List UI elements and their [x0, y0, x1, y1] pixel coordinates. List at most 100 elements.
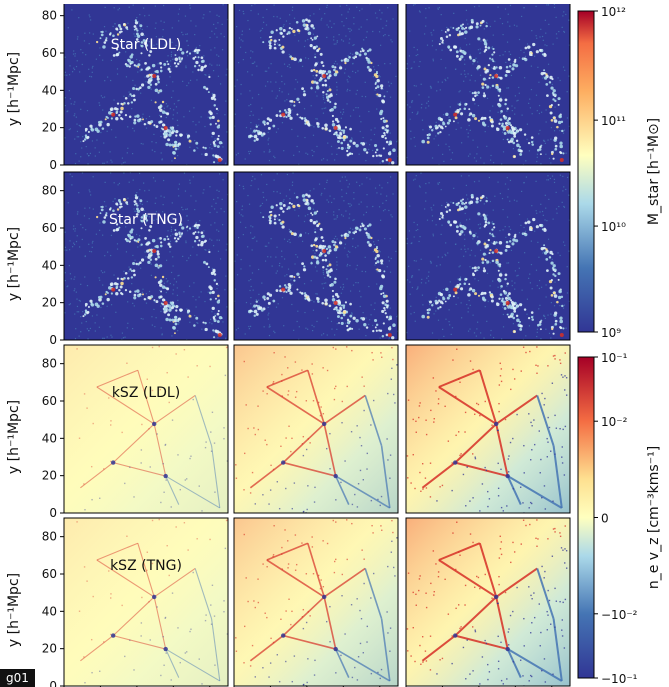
star-speckle [553, 130, 556, 132]
galaxy-point [136, 29, 139, 32]
galaxy-point [167, 129, 172, 133]
ksz-speckle [472, 453, 474, 455]
star-speckle [276, 43, 279, 45]
star-speckle [406, 238, 408, 240]
star-speckle [213, 23, 215, 26]
ksz-speckle [455, 607, 457, 610]
star-speckle [386, 195, 388, 197]
star-speckle [169, 240, 172, 242]
star-speckle [110, 172, 112, 174]
star-speckle [284, 275, 286, 277]
star-speckle [561, 26, 563, 28]
ksz-speckle [565, 394, 568, 396]
star-speckle [78, 17, 80, 19]
star-speckle [144, 251, 146, 253]
galaxy-point [275, 289, 279, 292]
galaxy-point [295, 195, 299, 199]
star-speckle [193, 107, 195, 109]
star-speckle [357, 70, 359, 72]
ksz-speckle [110, 420, 112, 422]
ksz-speckle [387, 459, 389, 461]
star-speckle [84, 207, 86, 209]
galaxy-point [473, 266, 477, 270]
cluster-peak [163, 301, 168, 306]
galaxy-point [130, 53, 134, 57]
star-speckle [307, 38, 309, 41]
galaxy-point [467, 293, 471, 297]
star-speckle [489, 285, 491, 287]
ksz-speckle [226, 519, 228, 521]
galaxy-point [559, 316, 563, 320]
star-speckle [441, 224, 443, 226]
ksz-cluster [333, 646, 338, 652]
ksz-speckle [164, 617, 166, 619]
ksz-speckle [559, 362, 562, 365]
ksz-filament [495, 394, 538, 425]
star-speckle [327, 317, 329, 319]
ksz-speckle [559, 532, 561, 534]
galaxy-point [368, 68, 372, 72]
star-speckle [437, 319, 440, 321]
star-speckle [509, 179, 512, 182]
star-speckle [207, 291, 209, 293]
galaxy-point [319, 52, 323, 56]
star-speckle [517, 99, 519, 102]
ksz-speckle [479, 683, 481, 685]
star-speckle [425, 182, 427, 185]
star-speckle [153, 248, 155, 250]
ksz-speckle [477, 576, 480, 579]
ksz-speckle [392, 566, 395, 569]
ksz-filament [307, 369, 325, 425]
ksz-speckle [196, 538, 198, 540]
ksz-filament [478, 369, 498, 425]
star-speckle [89, 16, 91, 18]
ksz-filament [552, 445, 563, 509]
star-speckle [211, 311, 213, 313]
star-speckle [417, 287, 419, 289]
star-speckle [507, 138, 510, 140]
star-speckle [209, 238, 211, 240]
ksz-speckle [452, 532, 454, 534]
star-speckle [485, 21, 488, 24]
galaxy-point [116, 102, 120, 105]
star-speckle [139, 70, 141, 72]
ksz-speckle [210, 450, 213, 452]
galaxy-point [161, 285, 166, 289]
star-speckle [250, 184, 252, 187]
star-speckle [411, 275, 414, 277]
star-speckle [499, 17, 501, 20]
star-speckle [382, 35, 385, 37]
star-speckle [395, 250, 397, 253]
ksz-speckle [551, 382, 554, 384]
ksz-speckle [309, 615, 311, 617]
ksz-speckle [530, 632, 532, 634]
ksz-speckle [285, 437, 287, 439]
star-speckle [334, 334, 336, 336]
galaxy-point [383, 307, 386, 310]
star-speckle [411, 101, 413, 104]
star-speckle [553, 6, 556, 9]
star-speckle [509, 53, 512, 56]
galaxy-point [507, 58, 511, 61]
star-speckle [500, 112, 502, 114]
star-speckle [421, 294, 424, 296]
ksz-speckle [418, 405, 421, 407]
star-speckle [381, 12, 383, 14]
star-speckle [222, 4, 224, 6]
galaxy-point [374, 81, 378, 84]
star-speckle [252, 1, 253, 2]
ksz-speckle [210, 604, 212, 606]
galaxy-point [194, 231, 197, 234]
star-speckle [309, 15, 311, 17]
star-speckle [361, 183, 363, 185]
star-speckle [364, 96, 367, 98]
star-speckle [536, 285, 538, 287]
star-speckle [250, 303, 252, 305]
galaxy-point [384, 128, 388, 132]
star-speckle [336, 264, 338, 266]
star-speckle [370, 139, 372, 141]
galaxy-point [118, 51, 121, 54]
star-speckle [139, 203, 141, 205]
galaxy-point [437, 307, 440, 310]
